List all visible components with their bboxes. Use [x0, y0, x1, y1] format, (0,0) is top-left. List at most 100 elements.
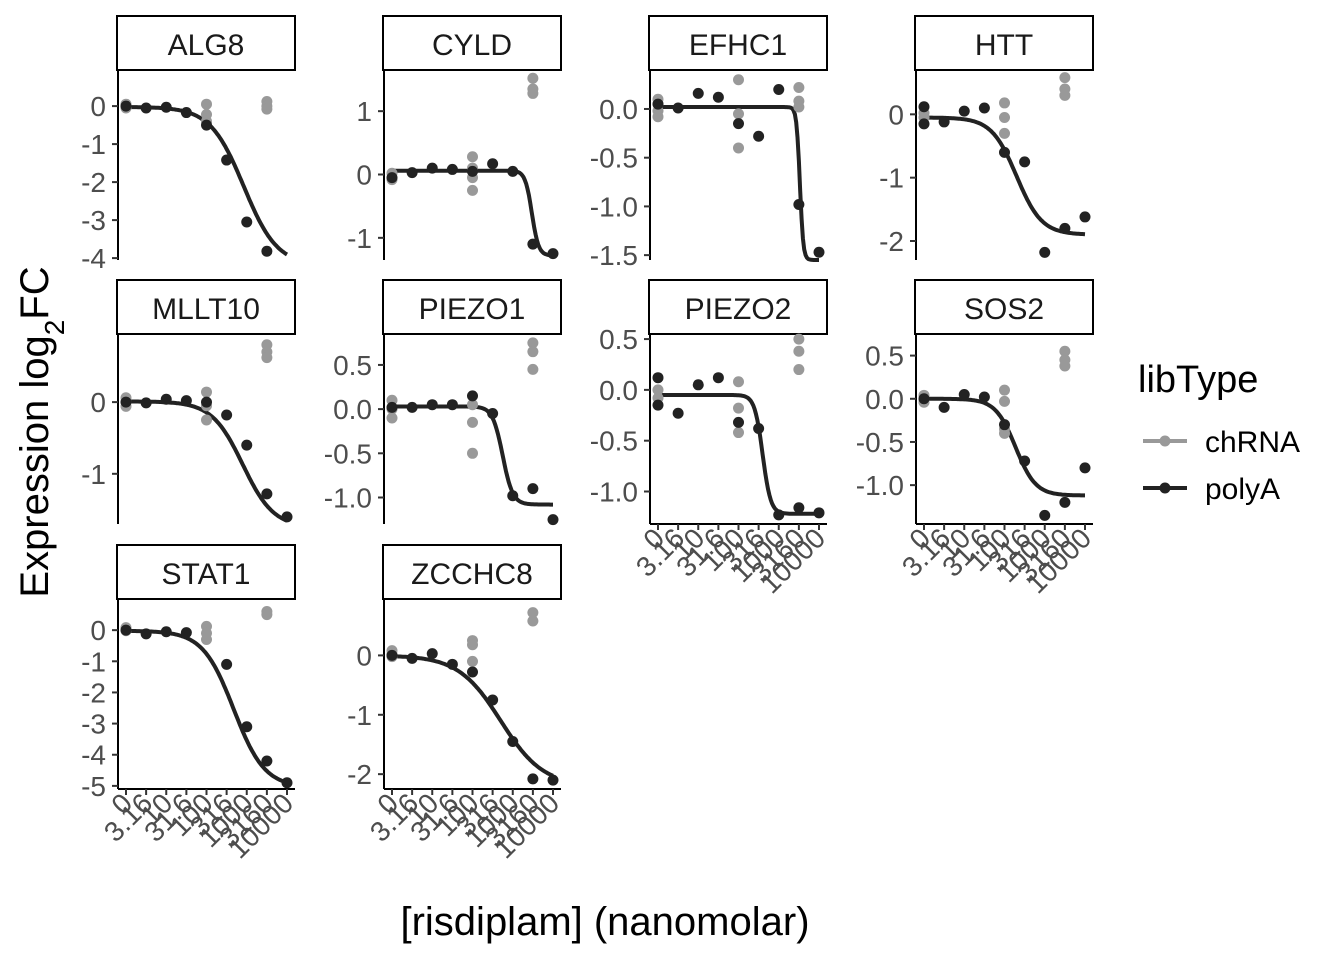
legend-key-point-chrna [1159, 435, 1171, 447]
panel-fit-curve [658, 393, 819, 516]
panel-zcchc8: ZCCHC80-1-203.161031.6100316100031601000… [347, 544, 565, 864]
panel-fit-curve [126, 399, 288, 523]
panel-strip-label: CYLD [432, 29, 512, 62]
chrna-point [1059, 89, 1071, 101]
panel-y-tick-label: -3 [81, 709, 106, 740]
panel-strip [382, 279, 562, 335]
panel-y-tick-label: 0 [356, 160, 372, 191]
chrna-point [999, 384, 1010, 396]
panel-mllt10: MLLT10 0 -1 [81, 279, 296, 524]
chrna-point [733, 427, 744, 439]
chrna-point [733, 142, 744, 154]
polya-point [140, 628, 152, 640]
y-axis-title-main: Expression log [13, 335, 57, 597]
polya-point [281, 777, 293, 789]
polya-point [507, 165, 519, 177]
panel-y-tick-label: -0.5 [324, 438, 372, 469]
chrna-point [999, 112, 1010, 123]
chrna-point [793, 101, 805, 113]
polya-point [426, 399, 438, 411]
polya-point [120, 100, 132, 112]
chrna-point [1059, 72, 1071, 84]
panel-y-tick-label: -1 [81, 459, 106, 490]
panel-cyld: CYLD 1 0 -1 [347, 15, 562, 260]
panel-strip [914, 279, 1094, 335]
panel-fit-curve [658, 105, 819, 262]
legend: libType chRNA polyA [1138, 359, 1300, 506]
panel-y-tick-label: 0.5 [865, 341, 904, 372]
panel-y-tick-label: 0 [356, 640, 372, 671]
polya-point [652, 372, 664, 384]
chrna-point [201, 414, 212, 426]
polya-point [487, 694, 499, 706]
chrna-point [1059, 345, 1071, 357]
chrna-point [527, 615, 539, 627]
polya-point [1019, 156, 1031, 168]
polya-point [978, 391, 990, 403]
chrna-point [467, 655, 478, 667]
polya-point [467, 390, 478, 402]
polya-point [386, 172, 398, 184]
panel-y-tick-label: 1 [356, 96, 372, 127]
panel-y-tick-label: -4 [81, 740, 106, 771]
panel-y-tick-label: 0 [888, 99, 904, 130]
panel-strip [914, 15, 1094, 71]
chrna-point [652, 111, 664, 123]
polya-point [406, 401, 418, 413]
chrna-point [467, 416, 478, 428]
polya-point [261, 755, 273, 767]
polya-point [180, 107, 192, 119]
polya-point [652, 98, 664, 110]
panel-y-tick-label: -1.0 [590, 476, 638, 507]
polya-point [773, 83, 785, 95]
polya-point [426, 162, 438, 174]
panel-fit-curve [392, 654, 554, 778]
y-axis-title-subscript: 2 [39, 320, 70, 336]
polya-point [672, 407, 684, 419]
polya-point [160, 626, 172, 638]
polya-point [733, 416, 744, 428]
panel-y-tick-label: 0.5 [599, 324, 638, 355]
chrna-point [999, 127, 1010, 139]
panel-strip-label: STAT1 [162, 558, 251, 591]
chrna-point [999, 97, 1010, 109]
polya-point [180, 395, 192, 407]
polya-point [261, 245, 273, 257]
chrna-point [527, 72, 539, 84]
polya-point [1059, 222, 1071, 234]
chrna-point [527, 363, 539, 375]
legend-item-polya: polyA [1143, 473, 1280, 506]
panel-y-tick-label: -1 [347, 223, 372, 254]
panel-y-tick-label: -0.5 [856, 427, 904, 458]
polya-point [773, 509, 785, 521]
polya-point [201, 396, 212, 408]
polya-point [999, 146, 1010, 158]
panel-stat1: STAT10-1-2-3-4-503.161031.61003161000316… [81, 544, 299, 864]
panel-y-tick-label: 0 [90, 91, 106, 122]
polya-point [487, 158, 499, 170]
polya-point [1039, 509, 1051, 521]
chrna-point [733, 108, 744, 120]
legend-item-chrna: chRNA [1143, 426, 1300, 459]
polya-point [813, 507, 825, 519]
polya-point [221, 409, 233, 421]
panel-strip [648, 279, 828, 335]
polya-point [507, 736, 519, 747]
polya-point [1079, 211, 1091, 223]
polya-point [446, 163, 458, 175]
polya-point [527, 483, 539, 495]
polya-point [958, 105, 970, 117]
chrna-point [201, 98, 212, 110]
panel-strip [648, 15, 828, 71]
polya-point [918, 393, 930, 405]
chrna-point [261, 103, 273, 115]
chrna-point [201, 633, 212, 645]
polya-point [813, 246, 825, 258]
polya-point [446, 399, 458, 411]
panel-y-tick-label: 0.0 [599, 94, 638, 125]
polya-point [406, 167, 418, 179]
polya-point [793, 198, 805, 210]
chrna-point [733, 74, 744, 86]
polya-point [712, 372, 724, 384]
chrna-point [527, 346, 539, 358]
